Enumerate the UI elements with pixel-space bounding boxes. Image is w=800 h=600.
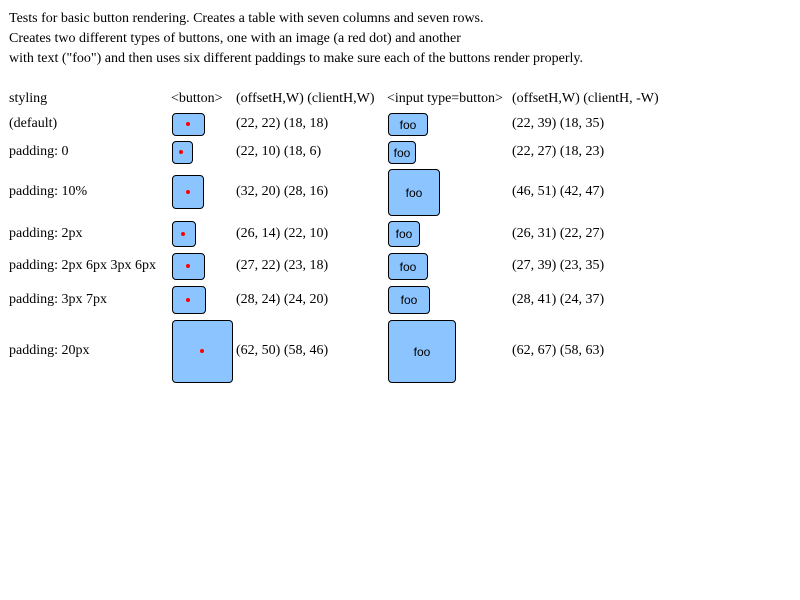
button-metrics: (22, 22) (18, 18) xyxy=(236,116,329,131)
image-button[interactable] xyxy=(172,221,196,247)
red-dot-icon xyxy=(186,190,190,194)
foo-input-button[interactable]: foo xyxy=(388,286,430,314)
row-styling: padding: 0 xyxy=(9,144,69,159)
red-dot-icon xyxy=(200,349,204,353)
foo-input-button[interactable]: foo xyxy=(388,113,428,136)
image-button[interactable] xyxy=(172,175,204,209)
input-metrics: (27, 39) (23, 35) xyxy=(512,258,605,273)
red-dot-icon xyxy=(186,264,190,268)
input-metrics: (28, 41) (24, 37) xyxy=(512,292,605,307)
header-input-metrics: (offsetH,W) (clientH, -W) xyxy=(512,91,659,106)
red-dot-icon xyxy=(181,232,185,236)
input-metrics: (22, 27) (18, 23) xyxy=(512,144,605,159)
button-metrics: (32, 20) (28, 16) xyxy=(236,184,329,199)
input-metrics: (26, 31) (22, 27) xyxy=(512,226,605,241)
row-styling: padding: 2px 6px 3px 6px xyxy=(9,258,156,273)
foo-input-button[interactable]: foo xyxy=(388,320,456,383)
button-metrics: (27, 22) (23, 18) xyxy=(236,258,329,273)
image-button[interactable] xyxy=(172,113,205,136)
button-metrics: (22, 10) (18, 6) xyxy=(236,144,322,159)
foo-input-button[interactable]: foo xyxy=(388,141,416,164)
header-input: <input type=button> xyxy=(387,91,503,106)
header-button-metrics: (offsetH,W) (clientH,W) xyxy=(236,91,375,106)
red-dot-icon xyxy=(186,122,190,126)
image-button[interactable] xyxy=(172,286,206,314)
row-styling: (default) xyxy=(9,116,58,131)
button-metrics: (62, 50) (58, 46) xyxy=(236,343,329,358)
foo-input-button[interactable]: foo xyxy=(388,221,420,247)
description-line: Tests for basic button rendering. Create… xyxy=(9,11,484,26)
description-line: Creates two different types of buttons, … xyxy=(9,31,461,46)
row-styling: padding: 2px xyxy=(9,226,83,241)
foo-input-button[interactable]: foo xyxy=(388,169,440,216)
image-button[interactable] xyxy=(172,141,193,164)
red-dot-icon xyxy=(179,150,183,154)
foo-input-button[interactable]: foo xyxy=(388,253,428,280)
input-metrics: (62, 67) (58, 63) xyxy=(512,343,605,358)
row-styling: padding: 10% xyxy=(9,184,88,199)
input-metrics: (46, 51) (42, 47) xyxy=(512,184,605,199)
description: Tests for basic button rendering. Create… xyxy=(9,9,583,69)
button-metrics: (26, 14) (22, 10) xyxy=(236,226,329,241)
row-styling: padding: 3px 7px xyxy=(9,292,107,307)
header-button: <button> xyxy=(171,91,223,106)
description-line: with text ("foo") and then uses six diff… xyxy=(9,51,583,66)
image-button[interactable] xyxy=(172,253,205,280)
image-button[interactable] xyxy=(172,320,233,383)
input-metrics: (22, 39) (18, 35) xyxy=(512,116,605,131)
red-dot-icon xyxy=(186,298,190,302)
row-styling: padding: 20px xyxy=(9,343,90,358)
button-metrics: (28, 24) (24, 20) xyxy=(236,292,329,307)
header-styling: styling xyxy=(9,91,48,106)
